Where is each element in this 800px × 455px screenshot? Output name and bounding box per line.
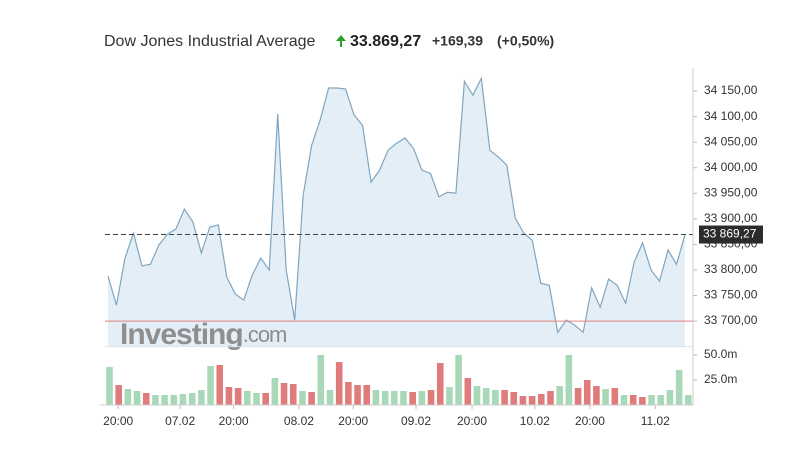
volume-bar	[188, 393, 196, 405]
y-tick-label: 34 100,00	[704, 109, 758, 123]
volume-bar	[244, 391, 251, 405]
volume-bar	[152, 395, 159, 405]
watermark-suffix: .com	[243, 322, 287, 347]
volume-bar	[207, 366, 214, 405]
x-tick-label: 20:00	[103, 414, 133, 428]
volume-bar	[170, 395, 178, 405]
volume-bar	[345, 382, 352, 405]
volume-bar	[492, 390, 499, 405]
volume-bar	[648, 395, 655, 405]
volume-bar	[657, 395, 665, 405]
x-tick-label: 10.02	[520, 414, 550, 428]
volume-bar	[317, 355, 325, 405]
x-tick-label: 20:00	[219, 414, 249, 428]
volume-bar	[363, 385, 371, 405]
volume-bar	[409, 392, 416, 405]
volume-bar	[106, 367, 113, 405]
x-tick-label: 20:00	[457, 414, 487, 428]
volume-bar	[482, 388, 490, 405]
volume-bar	[234, 388, 242, 405]
volume-bar	[501, 390, 508, 405]
volume-bar	[556, 386, 563, 405]
volume-bar	[565, 355, 573, 405]
watermark: Investing.com	[120, 318, 286, 351]
change-percent: (+0,50%)	[497, 33, 554, 49]
volume-bar	[473, 386, 481, 405]
y-tick-label: 33 750,00	[704, 288, 758, 302]
volume-bar	[179, 394, 187, 405]
x-tick-label: 11.02	[641, 414, 670, 428]
volume-bar	[685, 395, 692, 405]
volume-bar	[262, 393, 269, 405]
volume-bar	[455, 355, 462, 405]
volume-bar	[372, 390, 380, 405]
volume-tick-label: 50.0m	[704, 347, 737, 361]
volume-bar	[436, 363, 444, 405]
last-price-box	[699, 225, 763, 244]
volume-bar	[115, 385, 122, 405]
change: +169,39	[432, 33, 483, 49]
y-tick-label: 34 050,00	[704, 134, 758, 148]
x-tick-label: 07.02	[165, 414, 195, 428]
volume-bar	[583, 380, 591, 405]
volume-bar	[124, 389, 132, 405]
x-tick-label: 20:00	[575, 414, 605, 428]
volume-bar	[446, 387, 453, 405]
last-price-label: 33 869,27	[703, 227, 757, 241]
volume-bar	[354, 385, 361, 405]
volume-bar	[335, 362, 343, 405]
y-tick-label: 33 800,00	[704, 262, 758, 276]
volume-bar	[464, 378, 472, 405]
volume-bar	[308, 392, 315, 405]
volume-bar	[675, 370, 683, 405]
volume-bar	[400, 391, 407, 405]
price-line	[107, 76, 686, 334]
volume-bar	[216, 365, 224, 405]
area-fill	[108, 78, 685, 347]
volume-bar	[133, 391, 141, 405]
volume-bar	[538, 394, 545, 405]
volume-bar	[271, 378, 279, 405]
volume-bar	[326, 390, 334, 405]
watermark-brand: Investing	[120, 318, 243, 351]
volume-bar	[620, 395, 628, 405]
volume-bar	[391, 391, 398, 405]
volume-bar	[427, 390, 435, 405]
volume-bar	[280, 383, 288, 405]
volume-bar	[602, 389, 609, 405]
x-tick-label: 08.02	[284, 414, 314, 428]
volume-bar	[510, 392, 518, 405]
chart-title: Dow Jones Industrial Average	[104, 33, 315, 50]
volume-bar	[381, 391, 389, 405]
x-tick-label: 20:00	[338, 414, 368, 428]
up-arrow	[336, 35, 346, 47]
volume-bar	[528, 396, 536, 405]
volume-bar	[593, 386, 600, 405]
y-tick-label: 34 150,00	[704, 83, 758, 97]
volume-bar	[289, 384, 297, 405]
y-tick-label: 33 900,00	[704, 211, 758, 225]
volume-bar	[666, 390, 674, 405]
x-tick-label: 09.02	[401, 414, 431, 428]
price: 33.869,27	[350, 33, 421, 50]
volume-bar	[253, 393, 260, 405]
volume-bar	[142, 393, 150, 405]
y-tick-label: 34 000,00	[704, 160, 758, 174]
volume-bar	[519, 396, 527, 405]
volume-bar	[574, 388, 582, 405]
volume-bar	[161, 395, 168, 405]
y-tick-label: 33 700,00	[704, 313, 758, 327]
volume-bar	[418, 391, 426, 405]
volume-bar	[611, 388, 619, 405]
volume-bar	[547, 391, 554, 405]
volume-bar	[639, 397, 646, 405]
volume-bar	[198, 390, 205, 405]
volume-bar	[225, 387, 233, 405]
y-tick-label: 33 950,00	[704, 185, 758, 199]
volume-bar	[299, 391, 306, 405]
volume-tick-label: 25.0m	[704, 372, 737, 386]
volume-bar	[629, 395, 637, 405]
